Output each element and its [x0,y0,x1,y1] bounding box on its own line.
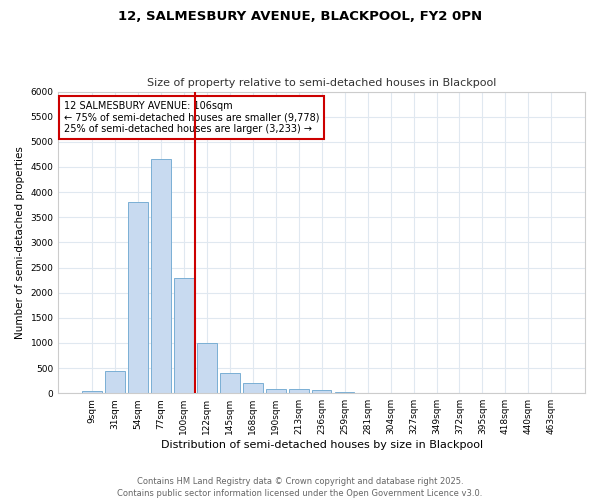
Bar [82,390,102,393]
Bar [312,390,331,393]
Bar [128,202,148,393]
Bar [197,343,217,393]
Bar [151,160,171,393]
Text: Contains HM Land Registry data © Crown copyright and database right 2025.
Contai: Contains HM Land Registry data © Crown c… [118,476,482,498]
Y-axis label: Number of semi-detached properties: Number of semi-detached properties [15,146,25,339]
Bar [335,392,355,393]
Bar [174,278,194,393]
Bar [243,383,263,393]
X-axis label: Distribution of semi-detached houses by size in Blackpool: Distribution of semi-detached houses by … [161,440,483,450]
Bar [106,370,125,393]
Bar [289,390,308,393]
Bar [220,373,239,393]
Text: 12, SALMESBURY AVENUE, BLACKPOOL, FY2 0PN: 12, SALMESBURY AVENUE, BLACKPOOL, FY2 0P… [118,10,482,23]
Title: Size of property relative to semi-detached houses in Blackpool: Size of property relative to semi-detach… [147,78,496,88]
Bar [266,388,286,393]
Text: 12 SALMESBURY AVENUE: 106sqm
← 75% of semi-detached houses are smaller (9,778)
2: 12 SALMESBURY AVENUE: 106sqm ← 75% of se… [64,100,319,134]
